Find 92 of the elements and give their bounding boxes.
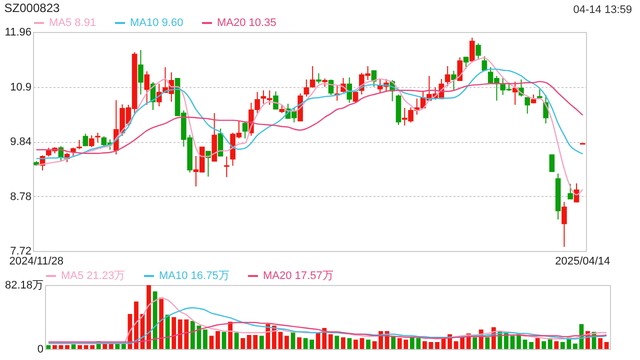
candlestick — [82, 133, 88, 147]
bar — [203, 330, 208, 349]
bar — [340, 337, 346, 349]
bar — [222, 332, 226, 349]
bar — [290, 332, 296, 349]
bar — [328, 334, 333, 349]
bar — [310, 340, 314, 349]
bar — [573, 344, 578, 349]
bar — [303, 338, 308, 349]
legend-label: MA20 17.57万 — [263, 270, 334, 282]
y-tick-label: 10.9 — [10, 81, 32, 94]
candlestick — [310, 66, 316, 88]
bar — [354, 340, 358, 349]
bar — [604, 342, 609, 349]
candlestick — [273, 90, 278, 110]
bar — [535, 338, 540, 349]
bar — [259, 336, 264, 349]
candlestick — [512, 81, 518, 106]
bar — [485, 337, 490, 349]
bar — [240, 338, 246, 349]
bar — [347, 338, 352, 349]
bar — [297, 337, 302, 349]
bar — [542, 341, 546, 349]
candlestick — [524, 97, 530, 114]
x-tick-label: 2024/11/28 — [9, 256, 64, 268]
candlestick — [549, 154, 555, 172]
bar — [134, 301, 138, 349]
bar — [454, 341, 458, 349]
bar — [58, 345, 64, 349]
line-series — [48, 322, 608, 343]
bar — [216, 331, 220, 349]
legend-label: MA20 10.35 — [217, 17, 276, 29]
candlestick — [304, 79, 310, 98]
candlestick — [451, 70, 456, 91]
bar — [529, 342, 534, 349]
y-tick-label: 9.84 — [10, 136, 32, 148]
bar — [366, 340, 370, 349]
bar — [372, 341, 377, 349]
y-tick-label: 0 — [37, 344, 44, 356]
y-tick-label: 11.96 — [4, 26, 32, 38]
candlestick — [316, 72, 322, 84]
bar — [46, 345, 51, 349]
candlestick — [568, 183, 573, 200]
bar — [228, 322, 232, 349]
candlestick — [562, 201, 567, 248]
candlestick — [95, 132, 100, 144]
bar — [159, 298, 164, 349]
chart-title: SZ000823 — [4, 1, 60, 15]
bar — [284, 336, 289, 349]
candlestick — [476, 42, 481, 60]
bar — [422, 341, 427, 349]
legend-label: MA10 16.75万 — [159, 270, 230, 282]
bar — [360, 338, 364, 349]
candlestick — [242, 122, 248, 139]
candlestick — [470, 37, 475, 62]
legend-label: MA10 9.60 — [130, 17, 184, 29]
text: MA5 21.23万 — [61, 270, 126, 282]
bar — [472, 337, 478, 349]
y-tick-label: 7.72 — [10, 246, 32, 258]
line-series — [48, 307, 608, 344]
bar — [165, 314, 170, 349]
bar — [190, 320, 195, 349]
x-tick-label: 2025/04/14 — [555, 256, 610, 268]
bar — [146, 285, 151, 349]
text: MA5 8.91 — [49, 17, 96, 29]
text: 04-14 13:59 — [573, 4, 632, 16]
bar — [598, 338, 602, 349]
candlestick — [76, 139, 82, 150]
candlestick — [144, 70, 150, 106]
bar — [172, 317, 176, 349]
bar — [428, 342, 434, 349]
bar — [78, 345, 82, 349]
bar — [334, 336, 340, 349]
candlestick — [457, 56, 463, 82]
bar — [266, 324, 270, 349]
bar — [522, 340, 528, 349]
y-tick-label: 82.18万 — [4, 280, 44, 292]
bar — [516, 334, 521, 349]
candlestick — [346, 76, 352, 104]
y-tick-label: 8.78 — [10, 190, 32, 203]
bar — [52, 345, 57, 349]
bar — [209, 336, 214, 349]
bar — [278, 332, 283, 349]
candlestick — [138, 50, 144, 95]
candlestick — [224, 156, 230, 178]
bar — [510, 336, 515, 349]
candlestick — [88, 134, 94, 148]
bar — [234, 332, 239, 349]
bar — [554, 341, 559, 349]
bar — [65, 345, 70, 349]
candlestick — [444, 66, 450, 87]
bar — [435, 342, 440, 349]
